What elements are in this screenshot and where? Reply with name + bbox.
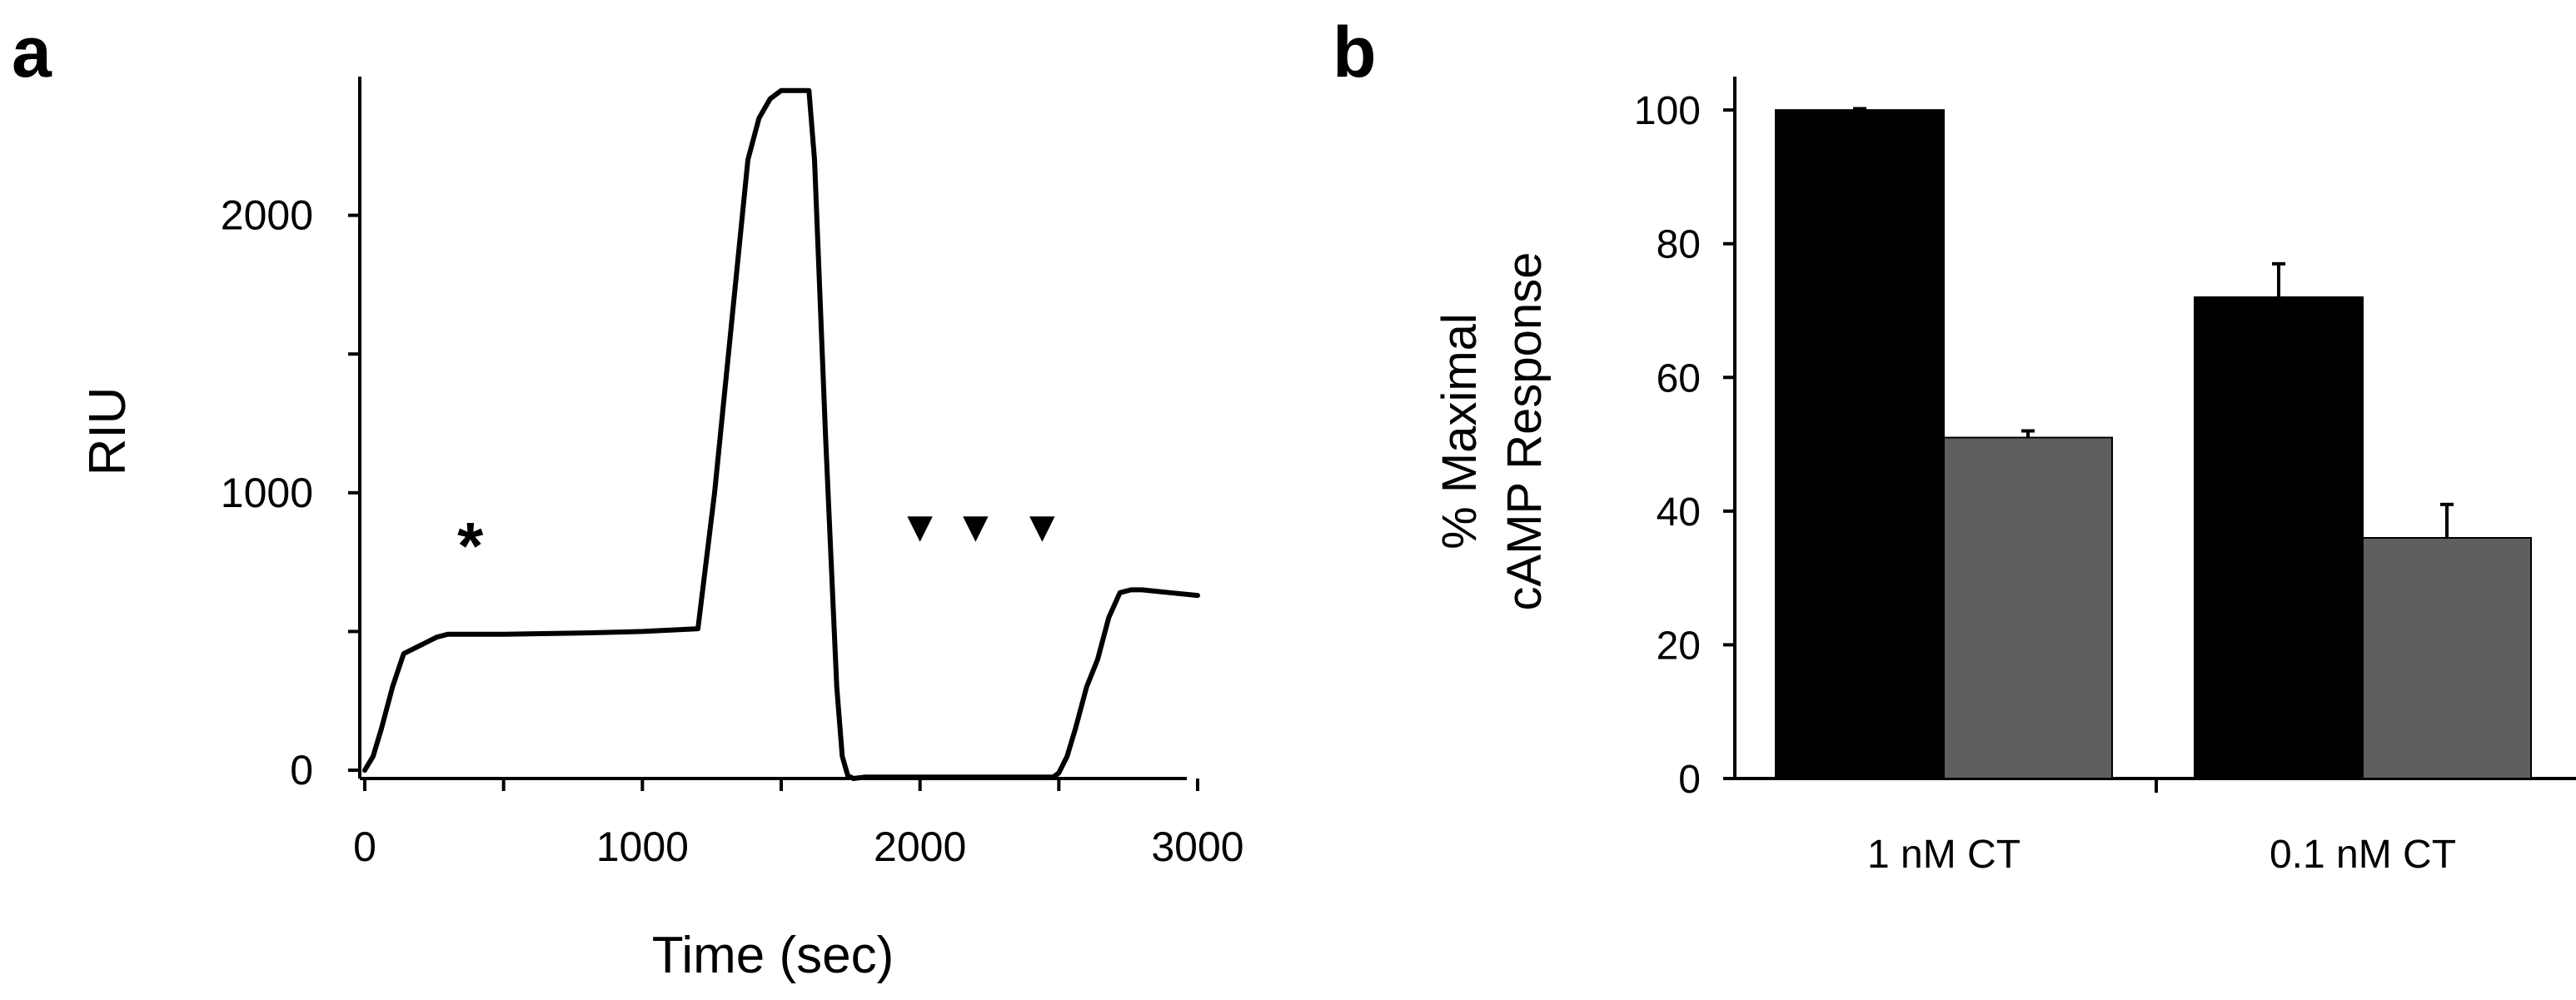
panel-b-y-tick-label: 80: [1657, 223, 1701, 267]
panel-b-label: b: [1333, 12, 1377, 92]
panel-a-x-ticks: 0 1000 2000 3000: [353, 779, 1244, 870]
panel-a-y-axis-title: RIU: [79, 387, 137, 476]
panel-b-y-tick-label: 0: [1678, 758, 1701, 802]
bar-0-1nm-series-2: [2362, 536, 2532, 779]
panel-a-axes: [358, 77, 1187, 780]
panel-b-category-labels: 1 nM CT 0.1 nM CT: [1867, 833, 2456, 877]
category-label: 0.1 nM CT: [2270, 833, 2456, 877]
panel-b-bars: [1775, 109, 2532, 779]
panel-a-label: a: [12, 12, 52, 92]
riu-line: [362, 87, 1200, 781]
panel-b-y-axis-title-line-1: % Maximal: [1432, 313, 1487, 550]
bar-0-1nm-series-1: [2194, 296, 2364, 779]
panel-a-x-tick-label: 2000: [874, 823, 966, 870]
bar-1nm-series-2: [1943, 436, 2113, 779]
panel-b-error-bars: [1853, 107, 2454, 538]
panel-a-y-tick-label: 2000: [221, 192, 313, 239]
panel-a-y-tick-label: 0: [290, 747, 313, 794]
panel-a-x-axis-title: Time (sec): [652, 927, 894, 984]
panel-a-y-tick-label: 1000: [221, 470, 313, 516]
panel-a-line-chart: a 0 1000 2000 0 1000 2000 3000 * ▼ ▼ ▼ Time (sec…: [12, 12, 1244, 984]
panel-b-y-tick-label: 100: [1634, 89, 1701, 133]
panel-a-annotations: * ▼ ▼ ▼: [457, 503, 1064, 583]
panel-b-y-axis-title-line-2: cAMP Response: [1497, 252, 1552, 611]
category-label: 1 nM CT: [1867, 833, 2020, 877]
bar-1nm-series-1: [1775, 109, 1945, 779]
panel-a-x-tick-label: 0: [353, 823, 376, 870]
panel-a-y-ticks: 0 1000 2000: [221, 192, 360, 794]
panel-b-y-tick-label: 40: [1657, 490, 1701, 535]
panel-a-x-tick-label: 1000: [596, 823, 689, 870]
panel-b-y-tick-label: 60: [1657, 356, 1701, 400]
arrowhead-marker: ▼: [954, 503, 997, 551]
arrowhead-marker: ▼: [899, 503, 941, 551]
panel-b-y-tick-label: 20: [1657, 624, 1701, 668]
arrowhead-marker: ▼: [1021, 503, 1064, 551]
panel-a-x-tick-label: 3000: [1151, 823, 1243, 870]
panel-b-bar-chart: b 0 20 40 60 80 100 1 nM CT 0.1 nM CT % Maxima…: [1333, 12, 2576, 877]
panel-b-y-ticks: 0 20 40 60 80 100: [1634, 89, 1735, 802]
asterisk-annotation: *: [457, 509, 484, 583]
